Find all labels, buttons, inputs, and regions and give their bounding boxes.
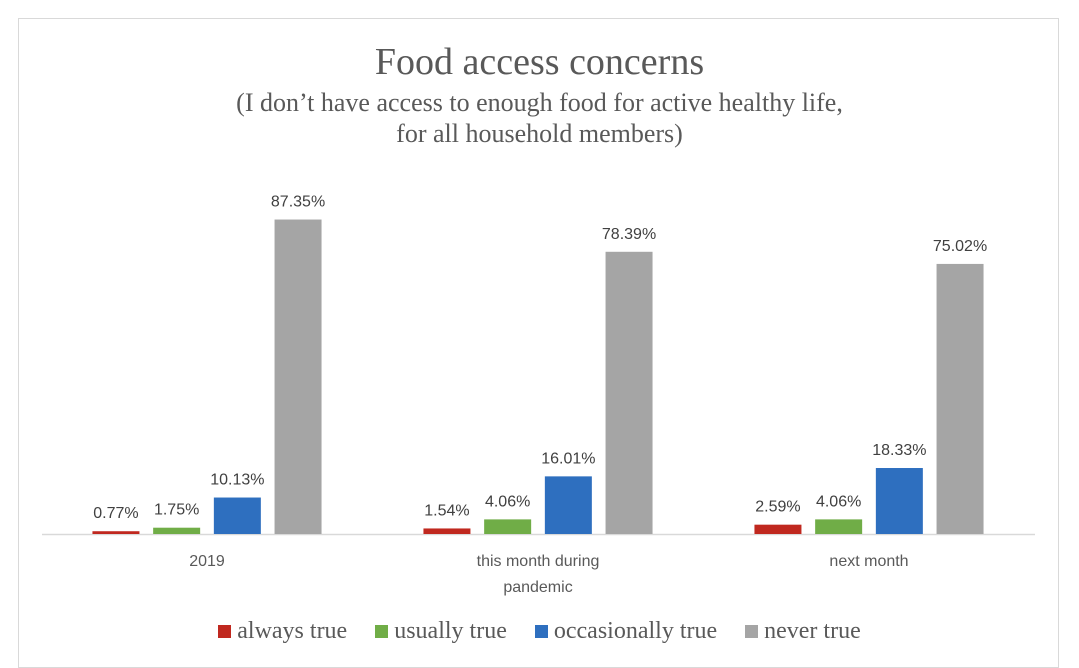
bar-usually-true-0 — [153, 527, 201, 534]
data-label: 4.06% — [816, 493, 861, 510]
data-label: 10.13% — [210, 472, 264, 489]
bar-usually-true-2 — [815, 519, 863, 534]
category-label: next month — [829, 553, 908, 570]
legend-swatch — [534, 625, 548, 638]
bar-occasionally-true-0 — [213, 497, 261, 534]
data-label: 75.02% — [933, 238, 987, 255]
legend-label: always true — [237, 618, 348, 644]
legend-swatch — [375, 625, 389, 638]
data-label: 87.35% — [271, 194, 325, 211]
data-label: 4.06% — [485, 493, 530, 510]
legend-swatch — [745, 625, 759, 638]
chart-subtitle-line-1: (I don’t have access to enough food for … — [236, 88, 843, 117]
category-label: pandemic — [503, 579, 572, 596]
category-label: 2019 — [189, 553, 225, 570]
legend-item: never true — [745, 618, 861, 645]
bar-occasionally-true-2 — [875, 468, 923, 534]
bar-never-true-0 — [274, 219, 322, 535]
data-label: 2.59% — [755, 499, 800, 516]
data-label: 16.01% — [541, 450, 595, 467]
bar-always-true-0 — [92, 531, 140, 534]
bar-never-true-1 — [605, 251, 653, 534]
legend-label: usually true — [394, 618, 507, 644]
data-label: 1.54% — [424, 502, 469, 519]
bar-always-true-1 — [423, 528, 471, 534]
chart-subtitle-line-2: for all household members) — [396, 119, 683, 148]
legend-label: never true — [764, 618, 861, 644]
legend-item: occasionally true — [534, 618, 718, 645]
legend-swatch — [218, 625, 232, 638]
bar-occasionally-true-1 — [544, 476, 592, 534]
data-label: 78.39% — [602, 226, 656, 243]
chart-frame — [18, 18, 1059, 668]
chart-legend: always true usually true occasionally true… — [0, 618, 1079, 645]
chart-title: Food access concerns — [374, 41, 705, 83]
bar-never-true-2 — [936, 263, 984, 534]
bar-always-true-2 — [754, 524, 802, 534]
bar-usually-true-1 — [484, 519, 532, 534]
legend-item: always true — [218, 618, 347, 645]
legend-label: occasionally true — [553, 618, 718, 644]
legend-item: usually true — [375, 618, 507, 645]
data-label: 18.33% — [872, 442, 926, 459]
data-label: 1.75% — [154, 502, 199, 519]
category-label: this month during — [477, 553, 600, 570]
data-label: 0.77% — [93, 505, 138, 522]
